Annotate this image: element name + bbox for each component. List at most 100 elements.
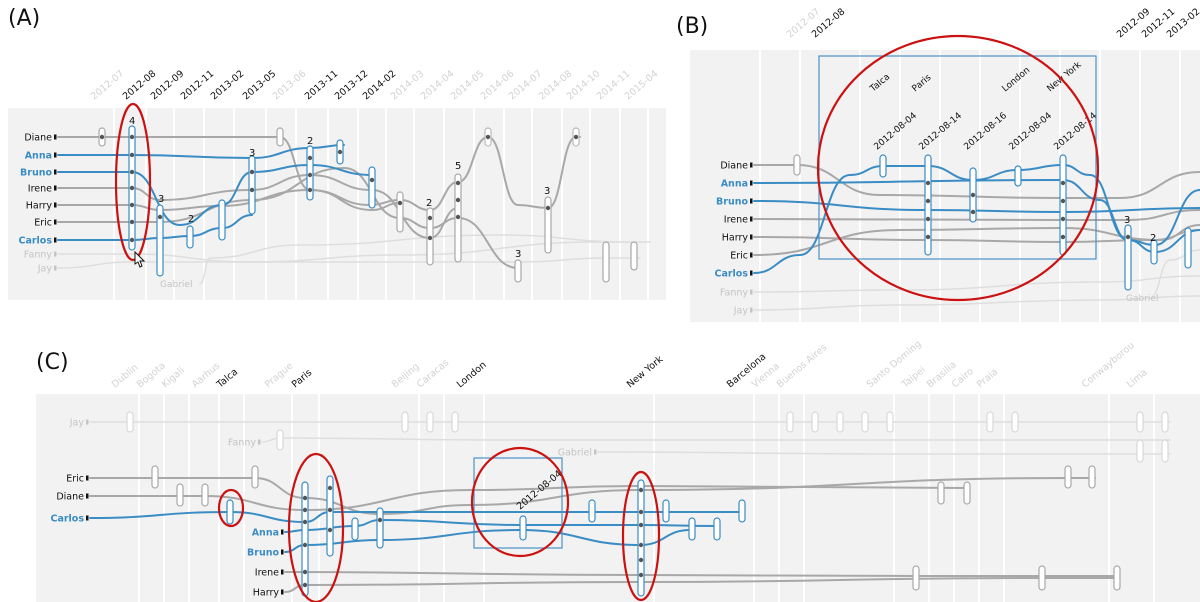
event-dot bbox=[302, 542, 308, 548]
panel-a-count-label: 3 bbox=[158, 194, 164, 205]
panel-a-event-dot bbox=[129, 202, 135, 208]
panel-a-character-name-tick bbox=[54, 134, 57, 140]
event-marker bbox=[326, 475, 334, 557]
event-dot bbox=[925, 216, 931, 222]
event-dot bbox=[157, 214, 163, 220]
panel-b-character-name-tick bbox=[750, 307, 753, 313]
panel-c-character-name-tick bbox=[258, 439, 261, 445]
panel-c-place-label: Prague bbox=[263, 360, 296, 390]
event-dot bbox=[302, 507, 308, 513]
panel-c-faded-marker bbox=[1161, 439, 1169, 463]
panel-c-place-label: Buenos Aires bbox=[775, 342, 829, 390]
event-dot bbox=[427, 235, 433, 241]
panel-b-character-name: Carlos bbox=[714, 269, 748, 280]
panel-c-storyline-irene bbox=[284, 571, 1116, 578]
panel-a-event-marker bbox=[514, 259, 522, 283]
event-dot bbox=[638, 572, 644, 578]
panel-c-highlight-ellipse bbox=[217, 488, 245, 528]
event-dot bbox=[1060, 216, 1066, 222]
panel-a-event-marker bbox=[602, 241, 610, 283]
panel-a-character-name: Jay bbox=[37, 264, 53, 275]
event-marker bbox=[963, 481, 971, 505]
panel-a-event-dot bbox=[129, 134, 135, 140]
panel-a-event-marker bbox=[544, 196, 552, 254]
event-dot bbox=[302, 569, 308, 575]
panel-b-count-label: 3 bbox=[1124, 215, 1130, 226]
panel-a-character-name: Carlos bbox=[18, 236, 52, 247]
panel-b-character-name: Harry bbox=[722, 233, 749, 244]
event-dot bbox=[337, 149, 343, 155]
event-dot bbox=[1060, 198, 1066, 204]
event-marker bbox=[937, 481, 945, 505]
panel-c-faded-marker bbox=[276, 429, 284, 451]
panel-a-event-dot bbox=[129, 219, 135, 225]
panel-a-storyline-eric bbox=[57, 166, 519, 269]
panel-b-character-name: Irene bbox=[724, 215, 748, 226]
event-marker bbox=[662, 499, 670, 523]
panel-c-place-label: Caracas bbox=[415, 357, 451, 390]
panel-c-character-name: Fanny bbox=[228, 438, 256, 449]
event-dot bbox=[485, 134, 491, 140]
panel-a-character-name: Anna bbox=[25, 151, 52, 162]
panel-a-event-marker bbox=[248, 155, 256, 215]
panel-b-character-name: Fanny bbox=[720, 288, 748, 299]
panel-a-event-marker bbox=[396, 191, 404, 233]
event-marker bbox=[1124, 224, 1132, 291]
event-marker bbox=[1150, 239, 1158, 265]
panel-c-faded-marker bbox=[426, 411, 434, 433]
panel-c-character-name: Irene bbox=[255, 568, 279, 579]
panel-a-count-label: 3 bbox=[515, 249, 521, 260]
event-marker bbox=[1088, 465, 1096, 489]
panel-b-character-name: Eric bbox=[730, 251, 748, 262]
panel-c-faded-marker bbox=[1136, 439, 1144, 463]
panel-a-count-label: 2 bbox=[426, 198, 432, 209]
panel-b-gabriel-label: Gabriel bbox=[1126, 294, 1158, 304]
hand-cursor-icon bbox=[134, 250, 146, 268]
event-marker bbox=[688, 517, 696, 541]
panel-a-character-name: Diane bbox=[24, 133, 52, 144]
panel-b-character-name: Bruno bbox=[716, 197, 748, 208]
panel-c-place-label: London bbox=[455, 359, 489, 390]
panel-c-place-label: New York bbox=[625, 354, 666, 391]
panel-a-gabriel-label: Gabriel bbox=[160, 280, 192, 290]
panel-a-event-marker bbox=[630, 241, 638, 271]
event-dot bbox=[327, 527, 333, 533]
event-marker bbox=[151, 465, 159, 489]
panel-a-event-dot bbox=[129, 237, 135, 243]
event-dot bbox=[99, 134, 105, 140]
panel-c-character-name: Bruno bbox=[247, 548, 279, 559]
event-dot bbox=[638, 542, 644, 548]
event-marker bbox=[1184, 227, 1192, 269]
panel-c-zoom-frame bbox=[473, 457, 563, 549]
event-dot bbox=[307, 155, 313, 161]
event-dot bbox=[1060, 234, 1066, 240]
panel-a-character-name-tick bbox=[54, 152, 57, 158]
event-marker bbox=[176, 483, 184, 507]
panel-a-event-marker bbox=[156, 204, 164, 277]
panel-a-character-name: Bruno bbox=[20, 168, 52, 179]
panel-a-character-name: Harry bbox=[26, 201, 53, 212]
panel-a-character-name: Eric bbox=[34, 218, 52, 229]
event-dot bbox=[638, 487, 644, 493]
panel-c-background bbox=[36, 394, 1200, 602]
event-marker bbox=[793, 154, 801, 176]
panel-c-faded-marker bbox=[986, 411, 994, 433]
panel-b-character-name: Anna bbox=[721, 179, 748, 190]
event-marker bbox=[1113, 565, 1121, 591]
event-dot bbox=[302, 519, 308, 525]
event-dot bbox=[1125, 234, 1131, 240]
panel-c-faded-marker bbox=[1136, 411, 1144, 433]
event-dot bbox=[573, 134, 579, 140]
panel-a-event-marker bbox=[276, 127, 284, 147]
panel-b-storyline-eric bbox=[753, 224, 1200, 256]
panel-a-count-label: 4 bbox=[129, 116, 135, 127]
panel-a-character-name-tick bbox=[54, 202, 57, 208]
event-marker bbox=[351, 517, 359, 541]
panel-c-faded-marker bbox=[836, 411, 844, 433]
panel-a-count-label: 3 bbox=[249, 148, 255, 159]
panel-b-character-name: Diane bbox=[720, 161, 748, 172]
event-marker bbox=[251, 465, 259, 489]
panel-a-event-marker bbox=[186, 225, 194, 249]
event-dot bbox=[302, 495, 308, 501]
event-dot bbox=[638, 509, 644, 515]
